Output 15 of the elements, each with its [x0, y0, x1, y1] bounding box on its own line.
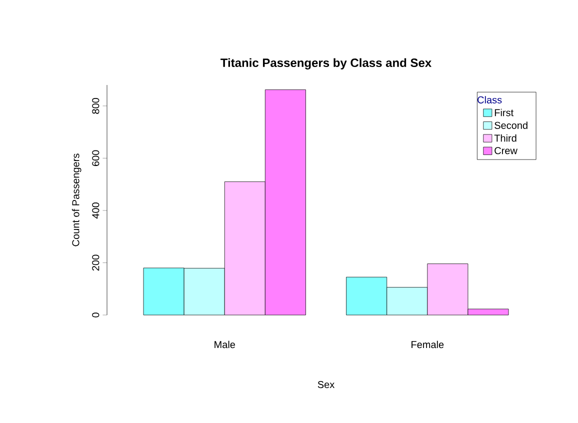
- legend-label: First: [494, 108, 514, 116]
- chart-title: Titanic Passengers by Class and Sex: [220, 58, 432, 70]
- y-tick-label: 600: [92, 150, 100, 166]
- legend-label: Crew: [494, 147, 518, 154]
- x-tick-label: Male: [214, 340, 235, 348]
- legend-label: Second: [494, 122, 528, 129]
- legend-label: Third: [494, 134, 516, 142]
- y-tick-label: 0: [92, 312, 100, 318]
- y-axis-title: Count of Passengers: [72, 154, 82, 246]
- x-axis-title: Sex: [318, 381, 335, 388]
- legend-title: Class: [478, 96, 502, 104]
- y-tick-label: 200: [92, 254, 100, 271]
- x-tick-label: Female: [412, 340, 444, 348]
- y-tick-label: 800: [92, 98, 100, 114]
- y-tick-label: 400: [92, 202, 100, 219]
